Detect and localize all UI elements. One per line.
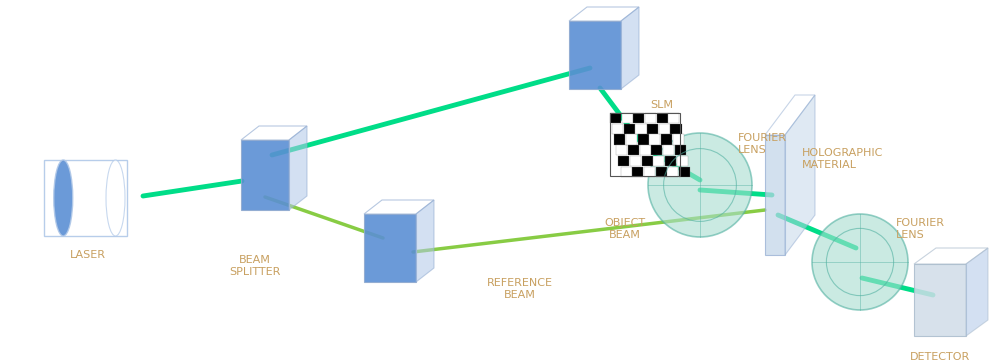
- Text: FOURIER
LENS: FOURIER LENS: [896, 218, 945, 240]
- Polygon shape: [765, 135, 785, 255]
- Bar: [670, 124, 682, 134]
- Polygon shape: [914, 264, 966, 336]
- Ellipse shape: [106, 160, 125, 236]
- Bar: [628, 145, 639, 155]
- Bar: [647, 124, 658, 134]
- Polygon shape: [364, 200, 434, 214]
- Text: HOLOGRAPHIC
MATERIAL: HOLOGRAPHIC MATERIAL: [802, 148, 883, 171]
- Bar: [659, 124, 670, 134]
- Text: REFERENCE
BEAM: REFERENCE BEAM: [487, 278, 553, 300]
- Bar: [649, 134, 660, 145]
- Bar: [640, 145, 651, 155]
- Bar: [665, 156, 676, 166]
- Text: DETECTOR: DETECTOR: [910, 352, 970, 362]
- Text: FOURIER
LENS: FOURIER LENS: [738, 133, 787, 155]
- Polygon shape: [241, 126, 307, 140]
- Polygon shape: [416, 200, 434, 282]
- Text: BEAM
SPLITTER: BEAM SPLITTER: [229, 255, 281, 277]
- Bar: [667, 167, 678, 177]
- Polygon shape: [765, 95, 815, 135]
- Bar: [656, 167, 667, 177]
- Bar: [635, 124, 647, 134]
- Bar: [668, 113, 679, 123]
- Polygon shape: [364, 214, 416, 282]
- Bar: [610, 113, 680, 176]
- Ellipse shape: [648, 133, 752, 237]
- Bar: [614, 134, 625, 145]
- Bar: [612, 124, 623, 134]
- Bar: [651, 145, 662, 155]
- Text: OBJECT
BEAM: OBJECT BEAM: [604, 218, 646, 240]
- Bar: [618, 156, 629, 166]
- Bar: [626, 134, 637, 145]
- Bar: [622, 113, 633, 123]
- Bar: [610, 113, 621, 123]
- Bar: [633, 113, 644, 123]
- Bar: [677, 156, 688, 166]
- Ellipse shape: [54, 160, 73, 236]
- Bar: [675, 145, 686, 155]
- Polygon shape: [914, 248, 988, 264]
- Text: SLM: SLM: [650, 100, 673, 110]
- Bar: [657, 113, 668, 123]
- Polygon shape: [569, 21, 621, 89]
- Bar: [638, 134, 649, 145]
- Bar: [645, 113, 656, 123]
- Bar: [661, 134, 672, 145]
- Polygon shape: [621, 7, 639, 89]
- Bar: [644, 167, 655, 177]
- Bar: [679, 167, 690, 177]
- Polygon shape: [241, 140, 289, 210]
- Polygon shape: [785, 95, 815, 255]
- Polygon shape: [289, 126, 307, 210]
- Bar: [653, 156, 664, 166]
- Bar: [620, 167, 632, 177]
- Bar: [624, 124, 635, 134]
- Bar: [616, 145, 627, 155]
- Bar: [44, 160, 127, 236]
- Polygon shape: [966, 248, 988, 336]
- Bar: [642, 156, 653, 166]
- Polygon shape: [569, 7, 639, 21]
- Text: LASER: LASER: [70, 250, 106, 260]
- Bar: [663, 145, 674, 155]
- Bar: [632, 167, 643, 177]
- Bar: [673, 134, 684, 145]
- Ellipse shape: [812, 214, 908, 310]
- Bar: [630, 156, 641, 166]
